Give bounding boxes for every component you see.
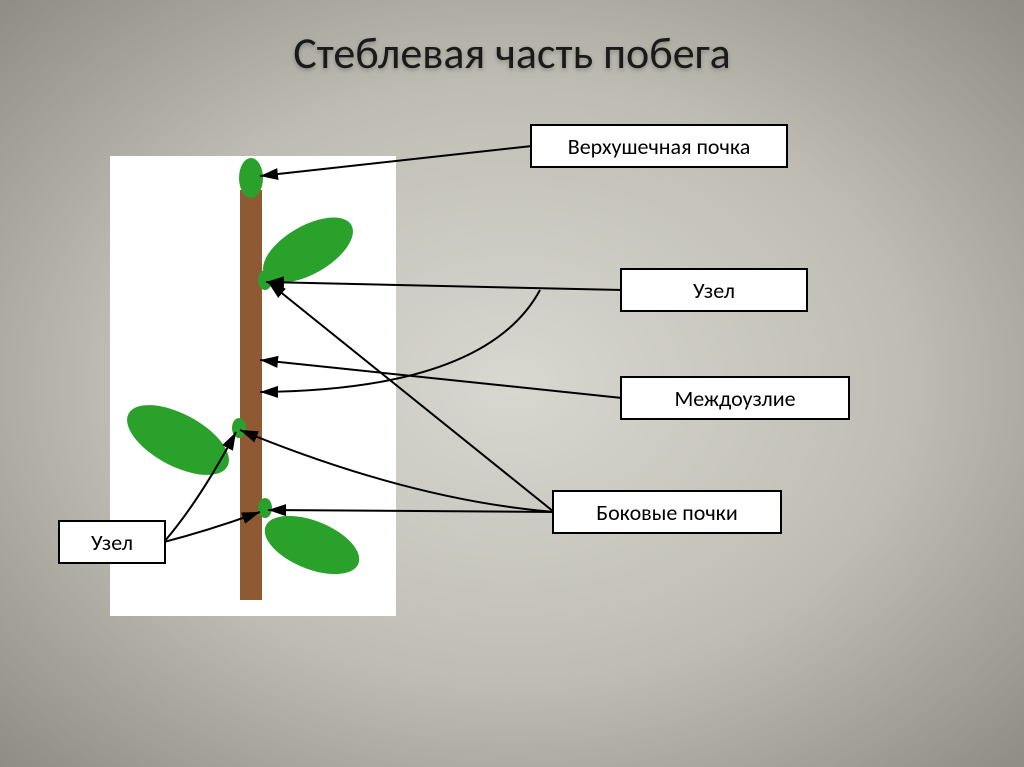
label-node-right: Узел <box>620 268 808 312</box>
slide-title: Стеблевая часть побега <box>0 26 1024 80</box>
slide-root: Стеблевая часть побега Верхушечная почка… <box>0 0 1024 767</box>
label-apical-bud: Верхушечная почка <box>530 124 788 168</box>
label-internode: Междоузлие <box>620 376 850 420</box>
label-node-left: Узел <box>58 520 166 564</box>
label-lateral-buds: Боковые почки <box>552 490 782 534</box>
